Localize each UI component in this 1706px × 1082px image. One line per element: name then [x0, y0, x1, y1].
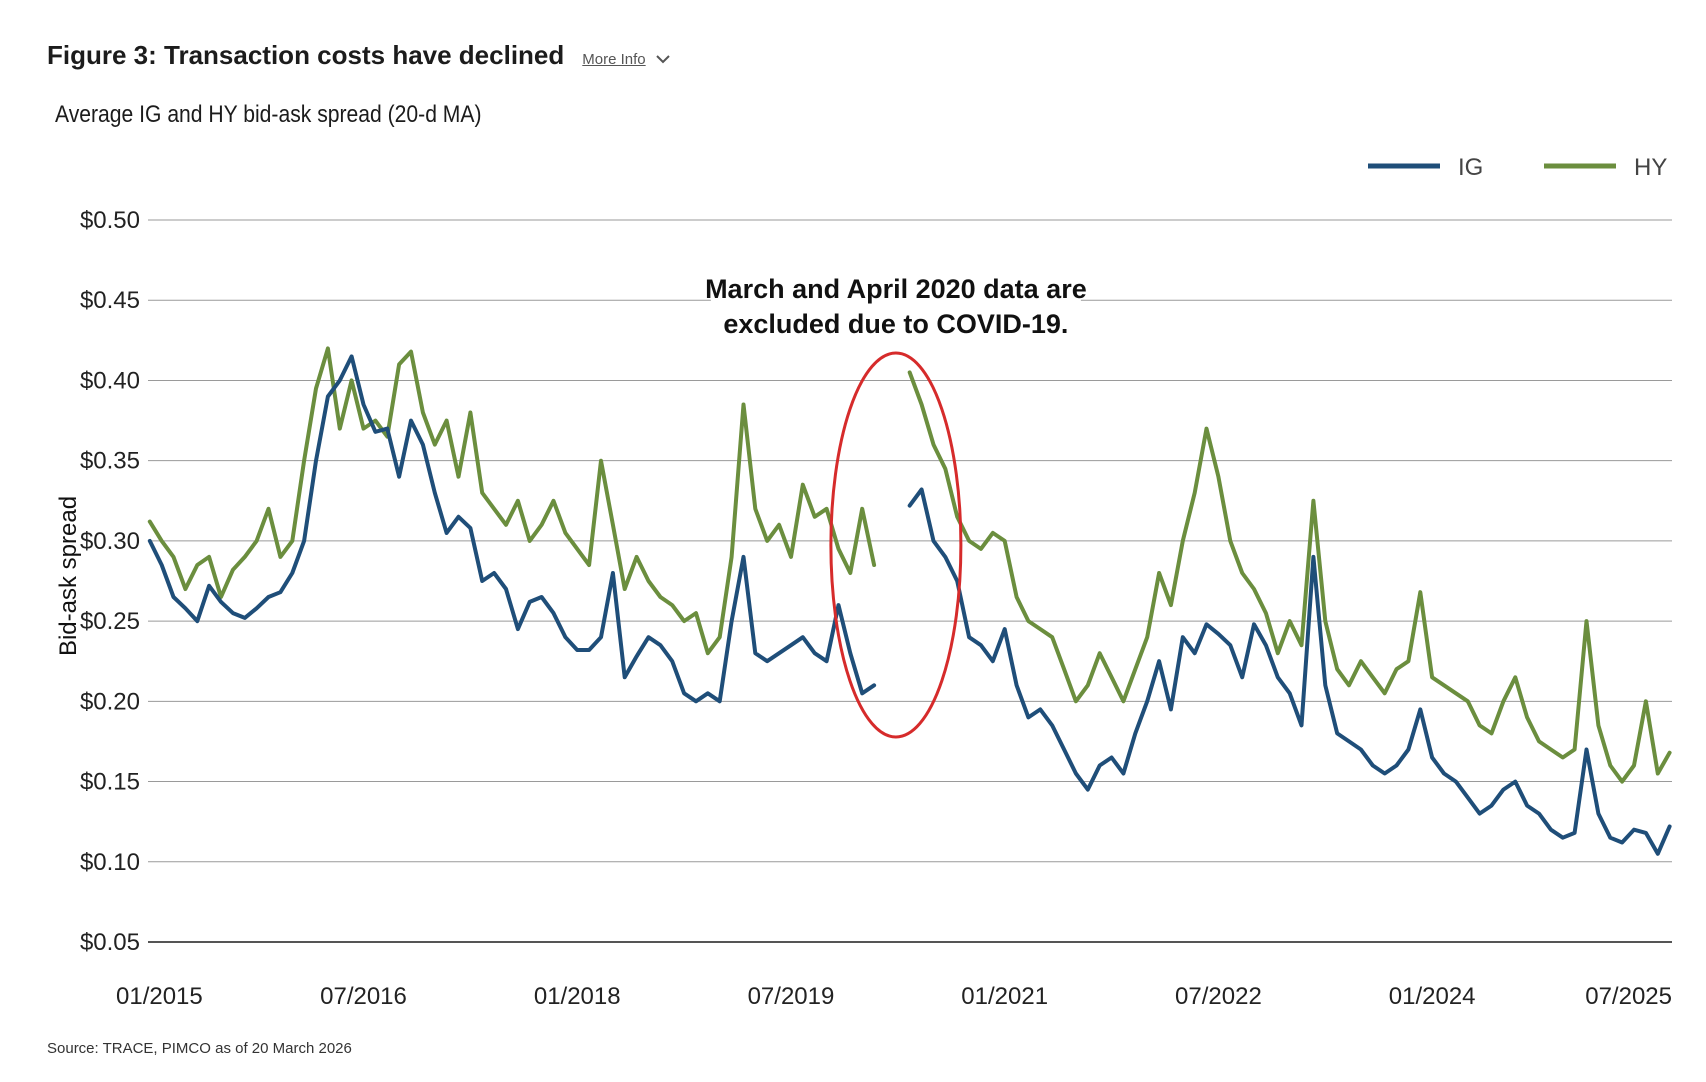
- figure-header: Figure 3: Transaction costs have decline…: [47, 40, 670, 71]
- y-tick-label: $0.10: [80, 849, 140, 876]
- annotation-line-2: excluded due to COVID-19.: [723, 309, 1068, 339]
- more-info-label: More Info: [582, 51, 646, 68]
- y-tick-label: $0.15: [80, 769, 140, 796]
- legend-ig-label: IG: [1458, 154, 1483, 181]
- chart-subtitle: Average IG and HY bid-ask spread (20-d M…: [55, 101, 482, 128]
- chevron-down-icon: [655, 55, 670, 64]
- annotation-line-1: March and April 2020 data are: [705, 274, 1087, 304]
- figure-title: Figure 3: Transaction costs have decline…: [47, 40, 565, 70]
- x-tick-label: 01/2021: [961, 983, 1048, 1010]
- x-axis-ticks: 01/2015 07/2016 01/2018 07/2019 01/2021 07/20…: [116, 983, 1672, 1010]
- x-tick-label: 07/2025: [1585, 983, 1672, 1010]
- covid-annotation: March and April 2020 data are excluded d…: [705, 272, 1087, 342]
- series-line-hy: [147, 346, 877, 656]
- x-tick-label: 01/2015: [116, 983, 203, 1010]
- y-tick-label: $0.25: [80, 608, 140, 635]
- series-lines: [147, 346, 1672, 856]
- x-tick-label: 01/2024: [1389, 983, 1476, 1010]
- y-tick-label: $0.05: [80, 929, 140, 956]
- x-tick-label: 07/2016: [320, 983, 407, 1010]
- y-tick-label: $0.35: [80, 448, 140, 475]
- y-tick-label: $0.20: [80, 688, 140, 715]
- source-note: Source: TRACE, PIMCO as of 20 March 2026: [47, 1040, 352, 1057]
- series-line-ig: [147, 354, 877, 704]
- x-tick-label: 01/2018: [534, 983, 621, 1010]
- y-axis-ticks: $0.50 $0.45 $0.40 $0.35 $0.30 $0.25 $0.20 $0.15…: [80, 207, 140, 956]
- more-info-button[interactable]: More Info: [582, 51, 670, 68]
- y-tick-label: $0.50: [80, 207, 140, 234]
- y-tick-label: $0.30: [80, 528, 140, 555]
- series-line-hy: [907, 370, 1672, 784]
- y-axis-title: Bid-ask spread: [55, 496, 82, 656]
- x-tick-label: 07/2022: [1175, 983, 1262, 1010]
- legend-hy-label: HY: [1634, 154, 1667, 181]
- y-tick-label: $0.40: [80, 367, 140, 394]
- x-tick-label: 07/2019: [748, 983, 835, 1010]
- legend: IG HY: [1368, 154, 1667, 181]
- series-line-ig: [907, 487, 1672, 856]
- covid-exclusion-circle: [829, 351, 963, 739]
- y-tick-label: $0.45: [80, 287, 140, 314]
